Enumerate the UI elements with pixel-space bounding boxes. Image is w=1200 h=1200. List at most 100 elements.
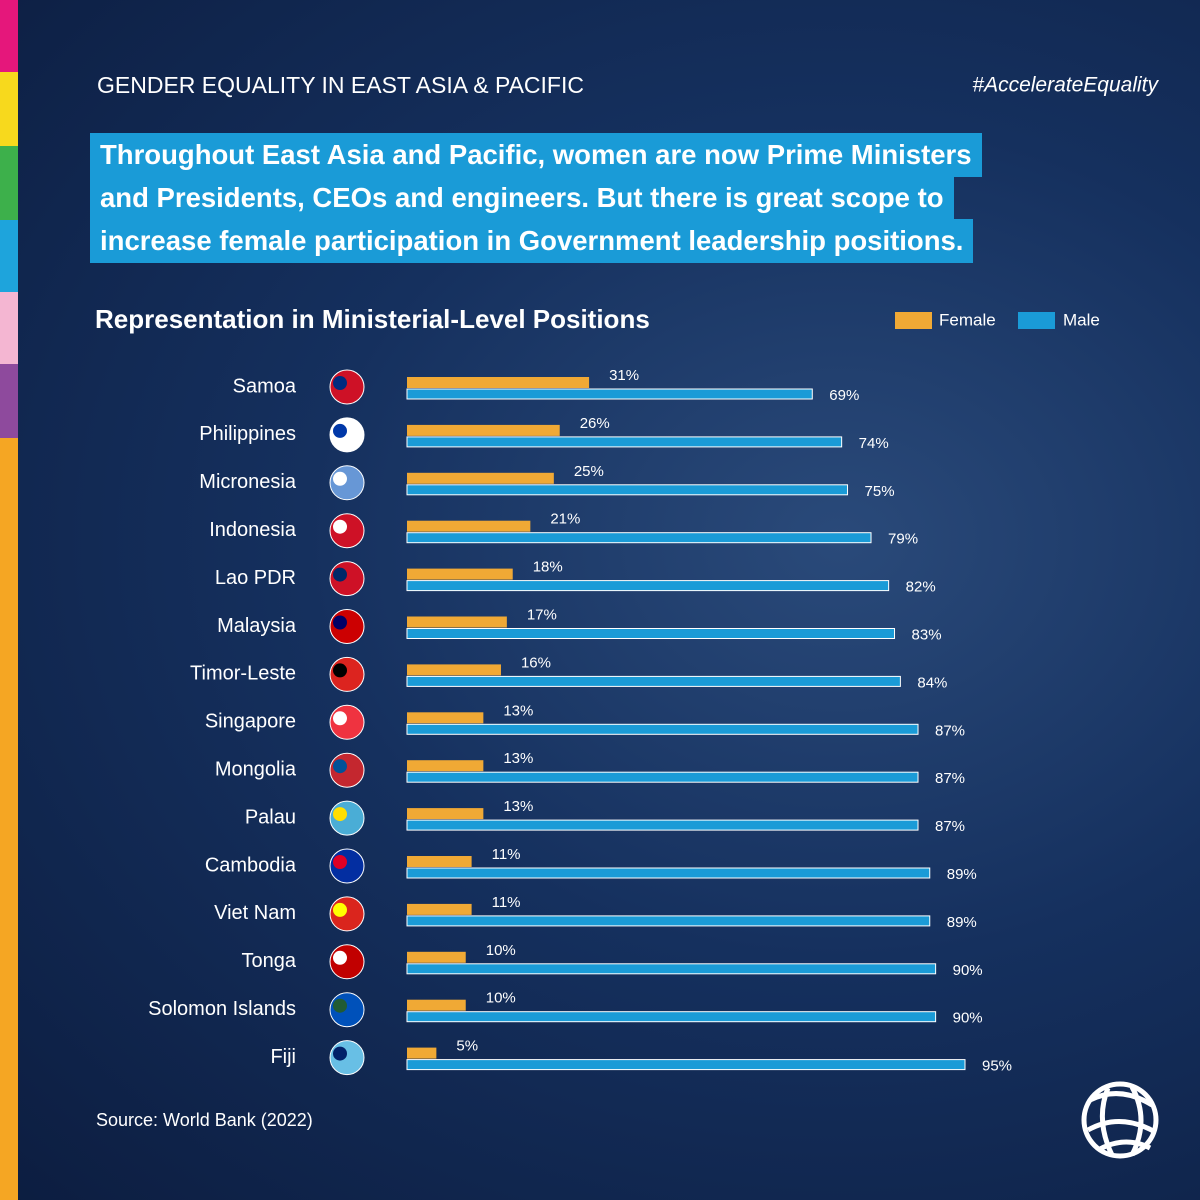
- value-label: 89%: [947, 866, 977, 883]
- value-label: 79%: [888, 531, 918, 548]
- value-label: 10%: [486, 942, 516, 959]
- bar: [407, 999, 466, 1011]
- flag-emblem: [333, 663, 347, 678]
- value-label: 90%: [953, 1010, 983, 1027]
- value-label: 21%: [550, 511, 580, 528]
- stripe: [0, 292, 18, 364]
- bar: [407, 903, 472, 915]
- flag-emblem: [333, 759, 347, 774]
- bar: [406, 819, 919, 831]
- stripe: [0, 72, 18, 146]
- bar: [407, 472, 554, 484]
- flag-emblem: [333, 471, 347, 486]
- value-label: 11%: [492, 894, 521, 911]
- value-label: 89%: [947, 914, 977, 931]
- bar: [406, 867, 931, 879]
- bar: [407, 712, 484, 724]
- flag-emblem: [333, 519, 347, 534]
- y-tick-label: Solomon Islands: [148, 998, 296, 1020]
- value-label: 26%: [580, 415, 610, 432]
- value-label: 87%: [935, 770, 965, 787]
- flag-emblem: [333, 950, 347, 965]
- value-label: 75%: [865, 483, 895, 500]
- value-label: 87%: [935, 818, 965, 835]
- y-tick-label: Tonga: [242, 950, 297, 972]
- bar: [406, 388, 813, 400]
- y-tick-label: Micronesia: [199, 471, 297, 493]
- flag-emblem: [333, 376, 347, 390]
- bar: [406, 484, 849, 496]
- stripe: [0, 220, 18, 292]
- bar: [406, 532, 872, 544]
- chart-title: Representation in Ministerial-Level Posi…: [95, 304, 650, 334]
- y-tick-label: Singapore: [205, 711, 296, 733]
- bar: [407, 568, 513, 580]
- stripe: [0, 146, 18, 220]
- y-tick-label: Samoa: [233, 375, 297, 397]
- stripe: [0, 0, 18, 72]
- headline-text: Throughout East Asia and Pacific, women …: [90, 133, 982, 177]
- flag-emblem: [333, 711, 347, 726]
- flag-emblem: [333, 807, 347, 822]
- value-label: 13%: [503, 798, 533, 815]
- bar: [406, 628, 896, 639]
- y-tick-label: Palau: [245, 806, 296, 828]
- y-tick-label: Timor-Leste: [190, 663, 296, 685]
- hashtag: #AccelerateEquality: [972, 74, 1159, 97]
- value-label: 10%: [486, 990, 516, 1007]
- headline-line: Throughout East Asia and Pacific, women …: [90, 133, 982, 177]
- flag-emblem: [333, 423, 347, 438]
- value-label: 13%: [503, 702, 533, 719]
- value-label: 18%: [533, 559, 563, 576]
- value-label: 16%: [521, 654, 551, 671]
- bar: [406, 675, 901, 687]
- y-tick-label: Mongolia: [215, 758, 297, 780]
- bar: [407, 760, 484, 772]
- y-tick-label: Malaysia: [217, 615, 297, 637]
- bar: [406, 963, 937, 975]
- bar: [407, 664, 501, 676]
- bar: [407, 424, 560, 436]
- value-label: 25%: [574, 463, 604, 480]
- value-label: 5%: [456, 1038, 478, 1055]
- bar: [406, 915, 931, 927]
- value-label: 82%: [906, 579, 936, 596]
- bar: [406, 771, 919, 783]
- stripe: [0, 438, 18, 1200]
- bar: [407, 520, 531, 532]
- kicker: GENDER EQUALITY IN EAST ASIA & PACIFIC: [97, 72, 584, 98]
- bar: [406, 580, 890, 592]
- value-label: 87%: [935, 722, 965, 739]
- bar: [406, 1059, 966, 1071]
- y-tick-label: Philippines: [199, 423, 296, 445]
- bar: [407, 1047, 437, 1059]
- headline-text: and Presidents, CEOs and engineers. But …: [90, 176, 954, 220]
- bar: [407, 856, 472, 867]
- headline-line: and Presidents, CEOs and engineers. But …: [90, 176, 954, 220]
- value-label: 74%: [859, 435, 889, 452]
- value-label: 84%: [917, 674, 947, 691]
- bar: [407, 951, 466, 963]
- logo: [1081, 1081, 1159, 1159]
- source: Source: World Bank (2022): [96, 1110, 313, 1130]
- bar: [407, 808, 484, 820]
- y-tick-label: Fiji: [270, 1046, 296, 1068]
- value-label: 95%: [982, 1058, 1012, 1075]
- flag-emblem: [333, 855, 347, 869]
- flag-emblem: [333, 567, 347, 582]
- legend-label: Female: [939, 310, 996, 329]
- value-label: 90%: [953, 962, 983, 979]
- bar: [406, 436, 843, 448]
- stripe: [0, 364, 18, 438]
- flag-emblem: [333, 615, 347, 630]
- flag-emblem: [333, 1046, 347, 1061]
- headline-text: increase female participation in Governm…: [90, 219, 974, 263]
- flag-emblem: [333, 902, 347, 917]
- y-tick-label: Lao PDR: [215, 567, 296, 589]
- legend-label: Male: [1063, 310, 1100, 329]
- value-label: 69%: [829, 387, 859, 404]
- headline-line: increase female participation in Governm…: [90, 219, 974, 263]
- y-tick-label: Cambodia: [205, 854, 297, 876]
